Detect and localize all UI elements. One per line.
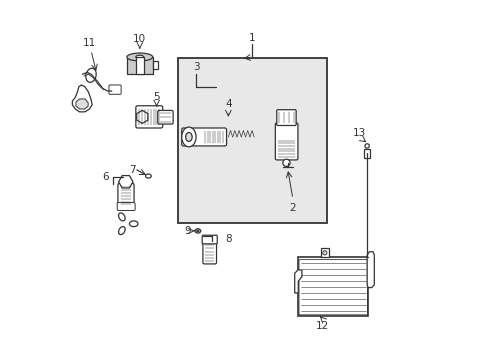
Ellipse shape bbox=[145, 174, 151, 178]
Bar bbox=[136, 57, 143, 74]
FancyBboxPatch shape bbox=[202, 235, 217, 244]
Ellipse shape bbox=[196, 230, 199, 232]
Bar bbox=[363, 149, 369, 158]
FancyBboxPatch shape bbox=[117, 203, 135, 211]
Bar bbox=[320, 248, 329, 257]
Polygon shape bbox=[76, 99, 88, 109]
FancyBboxPatch shape bbox=[158, 111, 173, 124]
Ellipse shape bbox=[86, 68, 96, 82]
Text: 8: 8 bbox=[224, 234, 231, 244]
Ellipse shape bbox=[195, 229, 201, 233]
Ellipse shape bbox=[136, 55, 143, 59]
FancyBboxPatch shape bbox=[182, 128, 226, 146]
Ellipse shape bbox=[129, 221, 138, 226]
Ellipse shape bbox=[126, 53, 152, 61]
Ellipse shape bbox=[118, 213, 125, 221]
Text: 5: 5 bbox=[153, 92, 160, 102]
Text: 10: 10 bbox=[133, 35, 146, 44]
Circle shape bbox=[322, 251, 326, 255]
Text: 6: 6 bbox=[102, 172, 109, 182]
Polygon shape bbox=[366, 252, 373, 288]
Circle shape bbox=[282, 159, 289, 166]
Ellipse shape bbox=[185, 132, 192, 141]
Bar bbox=[152, 61, 158, 69]
Bar bbox=[126, 57, 152, 74]
FancyBboxPatch shape bbox=[109, 85, 121, 94]
Text: 1: 1 bbox=[248, 33, 254, 43]
Text: 9: 9 bbox=[184, 226, 191, 236]
FancyBboxPatch shape bbox=[203, 241, 216, 264]
Circle shape bbox=[364, 144, 368, 148]
FancyBboxPatch shape bbox=[275, 123, 297, 160]
FancyBboxPatch shape bbox=[276, 110, 296, 126]
Bar bbox=[178, 58, 326, 223]
Text: 7: 7 bbox=[129, 165, 136, 175]
Text: 11: 11 bbox=[83, 38, 96, 48]
Text: 4: 4 bbox=[224, 99, 231, 109]
Bar bbox=[298, 257, 367, 316]
FancyBboxPatch shape bbox=[118, 183, 134, 208]
Text: 2: 2 bbox=[289, 203, 296, 213]
Text: 13: 13 bbox=[352, 128, 365, 138]
FancyBboxPatch shape bbox=[136, 106, 163, 128]
Ellipse shape bbox=[118, 226, 125, 235]
Ellipse shape bbox=[182, 127, 196, 147]
Polygon shape bbox=[294, 270, 301, 293]
Text: 12: 12 bbox=[315, 320, 328, 330]
Text: 3: 3 bbox=[192, 62, 199, 72]
Polygon shape bbox=[72, 85, 92, 112]
